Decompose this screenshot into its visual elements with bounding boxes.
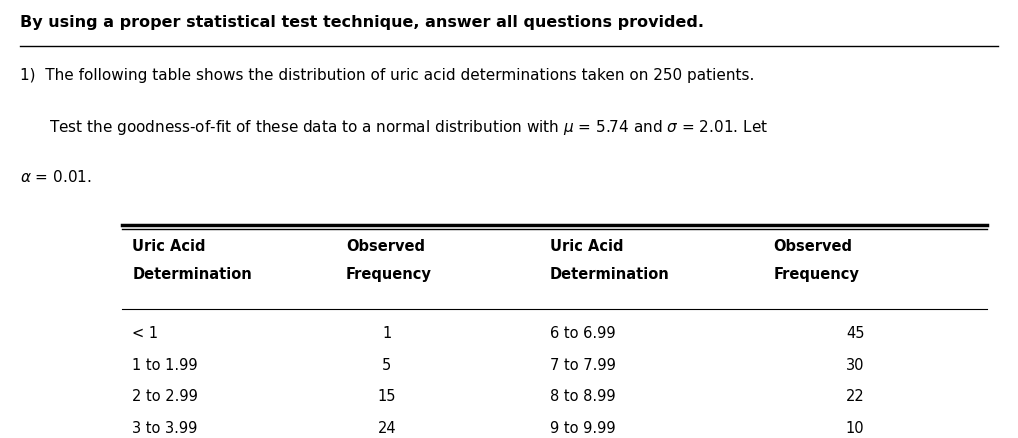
Text: 1 to 1.99: 1 to 1.99 <box>132 358 197 373</box>
Text: 45: 45 <box>846 326 864 341</box>
Text: < 1: < 1 <box>132 326 159 341</box>
Text: 24: 24 <box>378 421 396 436</box>
Text: Frequency: Frequency <box>346 267 432 282</box>
Text: 6 to 6.99: 6 to 6.99 <box>550 326 615 341</box>
Text: 30: 30 <box>846 358 864 373</box>
Text: Observed: Observed <box>346 239 426 254</box>
Text: 10: 10 <box>846 421 864 436</box>
Text: 22: 22 <box>846 389 864 404</box>
Text: 1)  The following table shows the distribution of uric acid determinations taken: 1) The following table shows the distrib… <box>20 68 754 83</box>
Text: Uric Acid: Uric Acid <box>132 239 206 254</box>
Text: $\alpha$ = 0.01.: $\alpha$ = 0.01. <box>20 169 92 185</box>
Text: Observed: Observed <box>774 239 853 254</box>
Text: Uric Acid: Uric Acid <box>550 239 623 254</box>
Text: Determination: Determination <box>132 267 252 282</box>
Text: Frequency: Frequency <box>774 267 859 282</box>
Text: 9 to 9.99: 9 to 9.99 <box>550 421 615 436</box>
Text: 15: 15 <box>378 389 396 404</box>
Text: 3 to 3.99: 3 to 3.99 <box>132 421 197 436</box>
Text: By using a proper statistical test technique, answer all questions provided.: By using a proper statistical test techn… <box>20 15 704 30</box>
Text: 7 to 7.99: 7 to 7.99 <box>550 358 616 373</box>
Text: Test the goodness-of-fit of these data to a normal distribution with $\mu$ = 5.7: Test the goodness-of-fit of these data t… <box>20 118 769 137</box>
Text: 5: 5 <box>382 358 392 373</box>
Text: 8 to 8.99: 8 to 8.99 <box>550 389 615 404</box>
Text: 1: 1 <box>382 326 392 341</box>
Text: Determination: Determination <box>550 267 670 282</box>
Text: 2 to 2.99: 2 to 2.99 <box>132 389 199 404</box>
